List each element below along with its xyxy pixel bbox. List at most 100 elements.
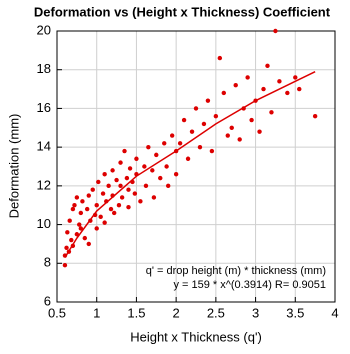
x-tick-label: 1 <box>93 305 100 320</box>
data-point <box>154 152 159 158</box>
data-point <box>77 222 82 227</box>
data-point <box>108 206 114 212</box>
data-point <box>229 125 234 130</box>
plot-frame <box>56 30 336 303</box>
y-axis-label: Deformation (mm) <box>6 114 21 219</box>
data-point <box>162 141 167 146</box>
y-tick-label: 14 <box>37 139 51 154</box>
data-point <box>98 214 103 220</box>
data-point <box>209 148 215 154</box>
data-point <box>114 177 119 183</box>
data-point <box>241 106 246 111</box>
data-point <box>146 144 151 150</box>
data-point <box>118 183 123 189</box>
data-point <box>116 203 122 208</box>
data-point <box>62 263 68 268</box>
data-point <box>126 204 131 210</box>
data-point <box>164 164 169 169</box>
data-point <box>134 156 139 161</box>
data-point <box>185 156 191 161</box>
data-point <box>110 168 115 173</box>
data-point <box>100 191 106 196</box>
data-point <box>142 164 147 169</box>
x-tick-label: 3 <box>252 305 259 320</box>
data-point <box>221 90 226 96</box>
data-point <box>249 117 254 123</box>
data-point <box>104 199 109 204</box>
data-point <box>173 172 179 177</box>
data-point <box>66 249 72 254</box>
data-point <box>69 237 74 243</box>
data-point <box>119 195 125 200</box>
data-point <box>67 218 72 223</box>
data-point <box>124 175 130 181</box>
data-point <box>193 106 199 111</box>
data-point <box>312 113 318 119</box>
data-point <box>111 210 117 216</box>
data-point <box>92 212 98 218</box>
data-point <box>74 232 80 237</box>
data-point <box>181 117 187 123</box>
y-tick-label: 20 <box>37 22 51 37</box>
data-point <box>65 230 70 235</box>
data-point <box>64 245 69 250</box>
data-point <box>94 226 99 231</box>
annotation: q' = drop height (m) * thickness (mm) <box>146 265 326 277</box>
data-point <box>177 141 183 146</box>
annotation: y = 159 * x^(0.3914) R= 0.9051 <box>173 279 326 291</box>
x-tick-label: 3.5 <box>286 305 304 320</box>
data-point <box>130 179 135 185</box>
data-point <box>86 241 91 247</box>
data-point <box>84 206 90 212</box>
data-point <box>277 79 282 84</box>
chart-title: Deformation vs (Height x Thickness) Coef… <box>34 4 331 19</box>
y-tick-label: 18 <box>37 61 51 76</box>
data-point <box>233 83 238 88</box>
data-point <box>80 199 85 204</box>
data-point <box>269 110 274 115</box>
data-point <box>169 133 175 138</box>
data-point <box>151 195 157 200</box>
data-point <box>96 179 101 185</box>
data-point <box>261 86 266 92</box>
x-tick-label: 2.5 <box>207 305 225 320</box>
x-tick-label: 1.5 <box>127 305 145 320</box>
data-point <box>201 121 207 127</box>
data-point <box>78 226 84 231</box>
y-tick-label: 10 <box>37 216 51 231</box>
data-point <box>245 75 250 80</box>
data-point <box>205 98 211 103</box>
data-point <box>90 187 95 192</box>
data-point <box>285 90 290 96</box>
data-point <box>70 206 76 212</box>
data-point <box>138 199 143 204</box>
data-point <box>82 235 88 241</box>
data-point <box>134 172 139 177</box>
data-point <box>237 137 242 142</box>
data-point <box>62 253 68 258</box>
data-point <box>78 210 84 216</box>
y-tick-label: 12 <box>37 177 51 192</box>
y-tick-label: 6 <box>44 293 51 308</box>
data-point <box>110 193 115 198</box>
data-point <box>72 203 77 208</box>
data-point <box>122 148 127 154</box>
data-point <box>127 166 133 171</box>
data-point <box>297 86 302 92</box>
data-point <box>126 187 131 192</box>
data-point <box>213 113 219 119</box>
data-point <box>132 191 138 196</box>
data-point <box>265 63 270 69</box>
data-point <box>257 129 262 134</box>
data-point <box>86 193 91 198</box>
data-point <box>166 183 171 189</box>
fit-line <box>64 70 316 258</box>
data-point <box>74 195 80 200</box>
data-point <box>253 98 258 103</box>
data-point <box>70 243 76 249</box>
data-point <box>225 133 230 138</box>
x-tick-label: 4 <box>331 305 338 320</box>
data-point <box>94 203 99 208</box>
